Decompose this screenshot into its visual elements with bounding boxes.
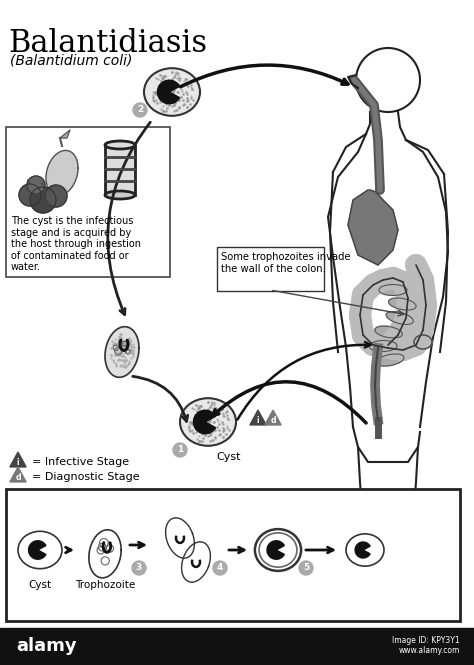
Ellipse shape bbox=[375, 326, 402, 338]
Polygon shape bbox=[182, 542, 210, 582]
Text: alamy: alamy bbox=[16, 637, 77, 655]
Polygon shape bbox=[193, 410, 216, 434]
Ellipse shape bbox=[180, 398, 236, 446]
Text: 2: 2 bbox=[137, 106, 143, 114]
Text: The cyst is the infectious
stage and is acquired by
the host through ingestion
o: The cyst is the infectious stage and is … bbox=[11, 216, 141, 273]
Polygon shape bbox=[265, 410, 281, 425]
Text: = Diagnostic Stage: = Diagnostic Stage bbox=[32, 472, 140, 482]
Text: i: i bbox=[257, 416, 259, 426]
Bar bbox=[0, 628, 474, 665]
Circle shape bbox=[132, 561, 146, 575]
Text: (Balantidium coli): (Balantidium coli) bbox=[10, 53, 132, 67]
Polygon shape bbox=[46, 150, 78, 196]
Text: Cyst: Cyst bbox=[28, 580, 52, 590]
Polygon shape bbox=[10, 452, 26, 467]
Circle shape bbox=[133, 103, 147, 117]
Ellipse shape bbox=[386, 312, 413, 325]
Ellipse shape bbox=[414, 335, 432, 349]
Text: 4: 4 bbox=[217, 563, 223, 573]
Polygon shape bbox=[355, 542, 370, 558]
Ellipse shape bbox=[105, 191, 135, 199]
Polygon shape bbox=[89, 530, 121, 578]
Polygon shape bbox=[250, 410, 266, 425]
Ellipse shape bbox=[144, 68, 200, 116]
Circle shape bbox=[45, 185, 67, 207]
Text: i: i bbox=[17, 458, 19, 467]
Text: Image ID: KPY3Y1
www.alamy.com: Image ID: KPY3Y1 www.alamy.com bbox=[392, 636, 460, 656]
Text: Cyst: Cyst bbox=[216, 452, 240, 462]
FancyBboxPatch shape bbox=[105, 145, 135, 195]
Text: Balantidiasis: Balantidiasis bbox=[8, 28, 207, 59]
FancyBboxPatch shape bbox=[6, 489, 460, 621]
Circle shape bbox=[27, 176, 45, 194]
Polygon shape bbox=[165, 518, 194, 558]
Polygon shape bbox=[356, 48, 420, 112]
Text: 3: 3 bbox=[136, 563, 142, 573]
Ellipse shape bbox=[105, 141, 135, 149]
Circle shape bbox=[299, 561, 313, 575]
Circle shape bbox=[173, 443, 187, 457]
Polygon shape bbox=[60, 130, 70, 138]
Polygon shape bbox=[28, 541, 46, 559]
Circle shape bbox=[19, 184, 41, 206]
Ellipse shape bbox=[259, 533, 297, 567]
Text: Trophozoite: Trophozoite bbox=[75, 580, 135, 590]
Polygon shape bbox=[105, 327, 139, 377]
FancyBboxPatch shape bbox=[6, 127, 170, 277]
Polygon shape bbox=[348, 190, 398, 265]
Text: 5: 5 bbox=[303, 563, 309, 573]
Ellipse shape bbox=[18, 531, 62, 569]
Text: = Infective Stage: = Infective Stage bbox=[32, 457, 129, 467]
Ellipse shape bbox=[389, 298, 416, 310]
FancyBboxPatch shape bbox=[217, 247, 324, 291]
Polygon shape bbox=[267, 541, 284, 559]
Text: Some trophozoites invade
the wall of the colon.: Some trophozoites invade the wall of the… bbox=[221, 252, 351, 273]
Circle shape bbox=[213, 561, 227, 575]
Ellipse shape bbox=[346, 534, 384, 566]
Ellipse shape bbox=[369, 340, 397, 352]
Circle shape bbox=[30, 187, 56, 213]
Polygon shape bbox=[157, 80, 180, 104]
Text: d: d bbox=[15, 473, 21, 482]
Ellipse shape bbox=[376, 354, 404, 366]
Text: 1: 1 bbox=[177, 446, 183, 454]
Polygon shape bbox=[10, 467, 26, 482]
Ellipse shape bbox=[379, 285, 407, 295]
Text: d: d bbox=[270, 416, 276, 426]
